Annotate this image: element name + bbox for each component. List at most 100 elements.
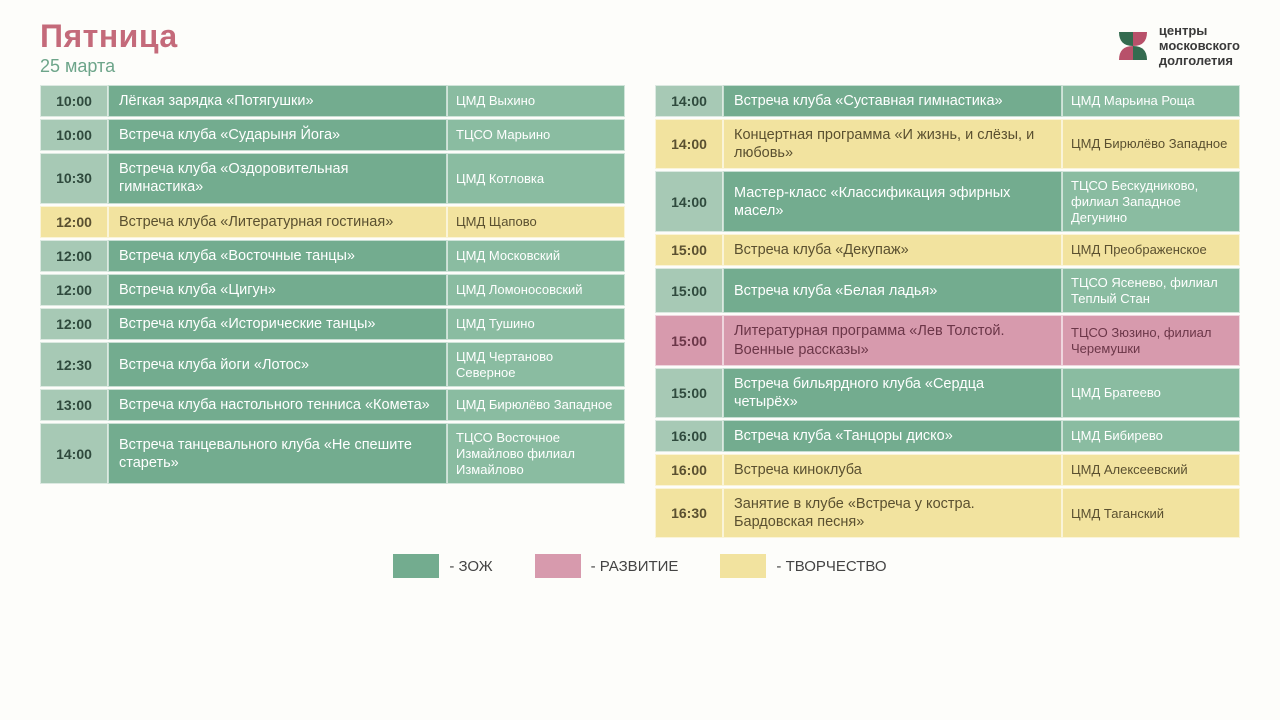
place-cell: ЦМД Чертаново Северное [447,342,625,387]
schedule-row: 16:30Занятие в клубе «Встреча у костра. … [655,488,1240,538]
event-cell: Литературная программа «Лев Толстой. Вое… [723,315,1062,365]
event-cell: Встреча клуба «Восточные танцы» [108,240,447,272]
logo-text-line: московского [1159,39,1240,54]
time-cell: 16:00 [655,420,723,452]
time-cell: 10:30 [40,153,108,203]
schedule-column-right: 14:00Встреча клуба «Суставная гимнастика… [655,85,1240,540]
place-cell: ЦМД Алексеевский [1062,454,1240,486]
schedule-row: 14:00Встреча танцевального клуба «Не спе… [40,423,625,484]
place-cell: ЦМД Бирюлёво Западное [1062,119,1240,169]
time-cell: 10:00 [40,119,108,151]
schedule-row: 12:00Встреча клуба «Цигун»ЦМД Ломоносовс… [40,274,625,306]
time-cell: 16:00 [655,454,723,486]
time-cell: 13:00 [40,389,108,421]
schedule-row: 12:00Встреча клуба «Исторические танцы»Ц… [40,308,625,340]
schedule-row: 12:30Встреча клуба йоги «Лотос»ЦМД Черта… [40,342,625,387]
place-cell: ЦМД Щапово [447,206,625,238]
schedule-row: 14:00Встреча клуба «Суставная гимнастика… [655,85,1240,117]
event-cell: Встреча танцевального клуба «Не спешите … [108,423,447,484]
place-cell: ЦМД Марьина Роща [1062,85,1240,117]
event-cell: Лёгкая зарядка «Потягушки» [108,85,447,117]
event-cell: Встреча клуба «Цигун» [108,274,447,306]
place-cell: ТЦСО Марьино [447,119,625,151]
place-cell: ЦМД Ломоносовский [447,274,625,306]
event-cell: Встреча клуба «Оздоровительная гимнастик… [108,153,447,203]
schedule-row: 13:00Встреча клуба настольного тенниса «… [40,389,625,421]
schedule-row: 10:00Встреча клуба «Сударыня Йога»ТЦСО М… [40,119,625,151]
logo-text: центры московского долголетия [1159,24,1240,69]
schedule-row: 10:00Лёгкая зарядка «Потягушки»ЦМД Выхин… [40,85,625,117]
place-cell: ЦМД Выхино [447,85,625,117]
time-cell: 15:00 [655,368,723,418]
logo-text-line: долголетия [1159,54,1240,69]
legend-item-pink: - РАЗВИТИЕ [535,554,679,578]
schedule-row: 15:00Встреча бильярдного клуба «Сердца ч… [655,368,1240,418]
schedule-row: 12:00Встреча клуба «Литературная гостина… [40,206,625,238]
legend-item-green: - ЗОЖ [393,554,492,578]
time-cell: 14:00 [655,171,723,232]
schedule-column-left: 10:00Лёгкая зарядка «Потягушки»ЦМД Выхин… [40,85,625,540]
place-cell: ЦМД Московский [447,240,625,272]
schedule-columns: 10:00Лёгкая зарядка «Потягушки»ЦМД Выхин… [0,85,1280,540]
legend-item-yellow: - ТВОРЧЕСТВО [720,554,886,578]
place-cell: ЦМД Преображенское [1062,234,1240,266]
place-cell: ЦМД Котловка [447,153,625,203]
time-cell: 14:00 [40,423,108,484]
legend-swatch-green [393,554,439,578]
place-cell: ЦМД Таганский [1062,488,1240,538]
title-block: Пятница 25 марта [40,18,178,77]
time-cell: 12:00 [40,240,108,272]
place-cell: ТЦСО Зюзино, филиал Черемушки [1062,315,1240,365]
place-cell: ЦМД Тушино [447,308,625,340]
event-cell: Встреча клуба настольного тенниса «Комет… [108,389,447,421]
event-cell: Занятие в клубе «Встреча у костра. Бардо… [723,488,1062,538]
event-cell: Встреча клуба «Декупаж» [723,234,1062,266]
legend-swatch-yellow [720,554,766,578]
schedule-row: 15:00Встреча клуба «Декупаж»ЦМД Преображ… [655,234,1240,266]
time-cell: 14:00 [655,85,723,117]
event-cell: Встреча клуба «Литературная гостиная» [108,206,447,238]
place-cell: ЦМД Братеево [1062,368,1240,418]
time-cell: 15:00 [655,268,723,313]
legend: - ЗОЖ - РАЗВИТИЕ - ТВОРЧЕСТВО [0,554,1280,578]
event-cell: Встреча клуба «Танцоры диско» [723,420,1062,452]
schedule-row: 15:00Литературная программа «Лев Толстой… [655,315,1240,365]
legend-label: - РАЗВИТИЕ [591,558,679,575]
time-cell: 12:00 [40,308,108,340]
schedule-row: 14:00Концертная программа «И жизнь, и сл… [655,119,1240,169]
header: Пятница 25 марта центры московского долг… [0,0,1280,85]
event-cell: Встреча клуба «Белая ладья» [723,268,1062,313]
event-cell: Мастер-класс «Классификация эфирных масе… [723,171,1062,232]
page-title: Пятница [40,18,178,55]
time-cell: 12:00 [40,206,108,238]
legend-swatch-pink [535,554,581,578]
time-cell: 10:00 [40,85,108,117]
time-cell: 12:30 [40,342,108,387]
legend-label: - ЗОЖ [449,558,492,575]
schedule-row: 16:00Встреча клуба «Танцоры диско»ЦМД Би… [655,420,1240,452]
schedule-row: 16:00Встреча киноклубаЦМД Алексеевский [655,454,1240,486]
logo: центры московского долголетия [1115,24,1240,69]
event-cell: Встреча клуба йоги «Лотос» [108,342,447,387]
place-cell: ТЦСО Восточное Измайлово филиал Измайлов… [447,423,625,484]
schedule-row: 12:00Встреча клуба «Восточные танцы»ЦМД … [40,240,625,272]
event-cell: Встреча клуба «Суставная гимнастика» [723,85,1062,117]
place-cell: ТЦСО Бескудниково, филиал Западное Дегун… [1062,171,1240,232]
place-cell: ЦМД Бирюлёво Западное [447,389,625,421]
time-cell: 16:30 [655,488,723,538]
time-cell: 14:00 [655,119,723,169]
event-cell: Встреча клуба «Исторические танцы» [108,308,447,340]
legend-label: - ТВОРЧЕСТВО [776,558,886,575]
page-subtitle: 25 марта [40,56,178,77]
schedule-row: 15:00Встреча клуба «Белая ладья»ТЦСО Ясе… [655,268,1240,313]
event-cell: Концертная программа «И жизнь, и слёзы, … [723,119,1062,169]
schedule-row: 10:30Встреча клуба «Оздоровительная гимн… [40,153,625,203]
schedule-row: 14:00Мастер-класс «Классификация эфирных… [655,171,1240,232]
event-cell: Встреча киноклуба [723,454,1062,486]
logo-text-line: центры [1159,24,1240,39]
event-cell: Встреча клуба «Сударыня Йога» [108,119,447,151]
time-cell: 15:00 [655,315,723,365]
event-cell: Встреча бильярдного клуба «Сердца четырё… [723,368,1062,418]
time-cell: 15:00 [655,234,723,266]
place-cell: ТЦСО Ясенево, филиал Теплый Стан [1062,268,1240,313]
